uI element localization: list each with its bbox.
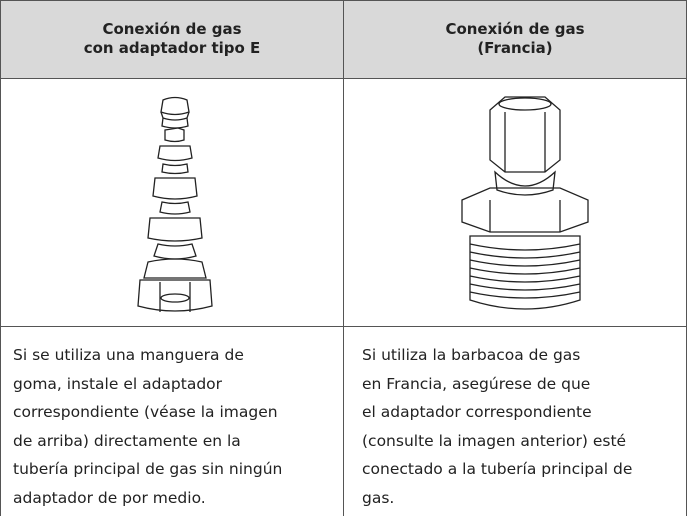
description-line: Si se utiliza una manguera de bbox=[13, 346, 244, 364]
description-line: conectado a la tubería principal de bbox=[362, 460, 633, 478]
description-line: tubería principal de gas sin ningún bbox=[13, 460, 283, 478]
hose-adapter-illustration bbox=[137, 96, 213, 312]
header-text: con adaptador tipo E bbox=[83, 39, 261, 57]
header-text: Conexión de gas bbox=[102, 20, 242, 38]
french-connector-illustration bbox=[461, 96, 589, 310]
description-line: de arriba) directamente en la bbox=[13, 431, 241, 450]
description-line: Si utiliza la barbacoa de gas bbox=[362, 346, 581, 364]
description-line: en Francia, asegúrese de que bbox=[362, 374, 591, 393]
description-line: el adaptador correspondiente bbox=[362, 403, 592, 421]
description-cell: Si se utiliza una manguera de goma, inst… bbox=[1, 327, 343, 516]
description-line: adaptador de por medio. bbox=[13, 488, 206, 507]
header-text: (Francia) bbox=[477, 39, 553, 57]
description-line: (consulte la imagen anterior) esté bbox=[362, 431, 627, 450]
header-cell: Conexión de gas con adaptador tipo E bbox=[1, 0, 343, 78]
description-line: gas. bbox=[362, 488, 395, 507]
description-cell: Si utiliza la barbacoa de gas en Francia… bbox=[356, 327, 686, 516]
description-line: goma, instale el adaptador bbox=[13, 374, 223, 393]
header-text: Conexión de gas bbox=[445, 20, 585, 38]
header-cell: Conexión de gas (Francia) bbox=[344, 0, 686, 78]
description-line: correspondiente (véase la imagen bbox=[13, 403, 278, 421]
